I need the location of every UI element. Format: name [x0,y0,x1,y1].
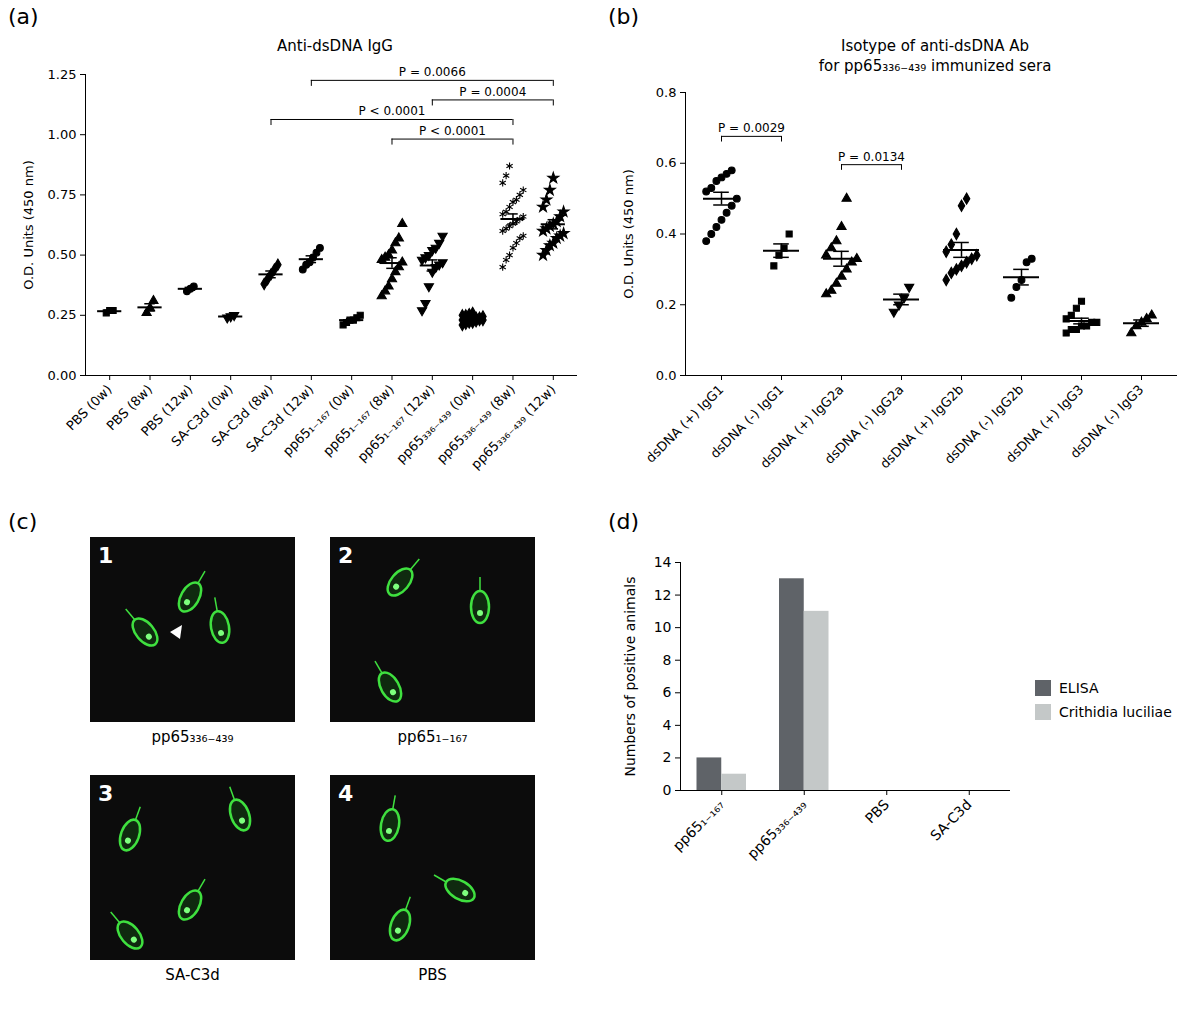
html-text:Anti-dsDNA IgG: Anti-dsDNA IgG [277,37,393,55]
svg-text:dsDNA (+) IgG1: dsDNA (+) IgG1 [642,381,727,466]
svg-text:0.25: 0.25 [48,307,77,322]
svg-text:dsDNA (-) IgG2a: dsDNA (-) IgG2a [821,381,907,467]
svg-text:PBS (8w): PBS (8w) [103,381,156,434]
svg-text:6: 6 [663,684,672,700]
svg-text:SA-C3d (0w): SA-C3d (0w) [168,381,236,450]
html-text:ELISA: ELISA [1059,680,1099,696]
svg-text:pp65₃₃₆₋₄₃₉ (8w): pp65₃₃₆₋₄₃₉ (8w) [433,381,518,467]
svg-text:0.4: 0.4 [656,226,677,241]
svg-text:pp65₁₋₁₆₇ (0w): pp65₁₋₁₆₇ (0w) [280,382,357,459]
svg-text:pp65₃₃₆₋₄₃₉ (0w): pp65₃₃₆₋₄₃₉ (0w) [393,381,478,467]
svg-text:2: 2 [663,749,672,765]
svg-text:P = 0.0029: P = 0.0029 [718,121,785,135]
svg-text:pp65₁₋₁₆₇ (12w): pp65₁₋₁₆₇ (12w) [354,381,438,465]
svg-text:3: 3 [98,781,113,806]
svg-text:SA-C3d: SA-C3d [165,966,220,984]
svg-text:SA-C3d (12w): SA-C3d (12w) [243,382,316,455]
svg-text:14: 14 [654,554,672,570]
svg-text:O.D. Units (450 nm): O.D. Units (450 nm) [621,169,636,298]
html-text:(c): (c) [8,509,38,534]
svg-text:PBS: PBS [418,966,447,984]
svg-text:dsDNA (+) IgG2b: dsDNA (+) IgG2b [877,381,967,472]
svg-text:0.0: 0.0 [656,368,677,383]
svg-text:0.8: 0.8 [656,85,677,100]
svg-text:PBS (12w): PBS (12w) [138,381,196,440]
svg-text:Numbers of positive animals: Numbers of positive animals [622,576,638,776]
svg-text:1.25: 1.25 [48,67,77,82]
svg-text:P = 0.0004: P = 0.0004 [459,85,526,99]
svg-text:pp65₃₃₆₋₄₃₉: pp65₃₃₆₋₄₃₉ [151,728,233,746]
svg-text:dsDNA (-) IgG2b: dsDNA (-) IgG2b [941,381,1027,467]
svg-text:pp65₁₋₁₆₇: pp65₁₋₁₆₇ [397,728,467,746]
svg-text:SA-C3d: SA-C3d [927,796,974,843]
html-text:Crithidia luciliae: Crithidia luciliae [1059,704,1172,720]
svg-text:pp65₃₃₆₋₄₃₉: pp65₃₃₆₋₄₃₉ [744,796,810,862]
html-text:(a): (a) [8,4,39,29]
svg-text:1.00: 1.00 [48,127,77,142]
svg-text:PBS (0w): PBS (0w) [63,381,115,434]
svg-text:8: 8 [663,652,672,668]
html-text:Isotype of anti-dsDNA Ab for p: Isotype of anti-dsDNA Ab for pp65₃₃₆₋₄₃₉… [818,37,1052,75]
svg-text:0.6: 0.6 [656,155,677,170]
svg-text:0.50: 0.50 [48,247,77,262]
svg-text:P = 0.0134: P = 0.0134 [838,150,905,164]
svg-text:pp65₃₃₆₋₄₃₉ (12w): pp65₃₃₆₋₄₃₉ (12w) [468,382,558,472]
svg-text:PBS: PBS [862,796,892,826]
svg-text:dsDNA (-) IgG1: dsDNA (-) IgG1 [707,381,787,462]
svg-text:12: 12 [654,587,672,603]
svg-text:0.00: 0.00 [48,368,77,383]
svg-text:SA-C3d (8w): SA-C3d (8w) [208,381,277,450]
svg-text:O.D. Units (450 nm): O.D. Units (450 nm) [21,160,36,289]
svg-text:0: 0 [663,782,672,798]
svg-text:P = 0.0066: P = 0.0066 [399,65,466,79]
svg-text:pp65₁₋₁₆₇: pp65₁₋₁₆₇ [669,796,727,854]
svg-text:dsDNA (+) IgG3: dsDNA (+) IgG3 [1002,381,1087,466]
svg-text:0.75: 0.75 [48,187,77,202]
svg-text:2: 2 [338,543,353,568]
svg-text:dsDNA (-) IgG3: dsDNA (-) IgG3 [1067,382,1146,461]
svg-text:pp65₁₋₁₆₇ (8w): pp65₁₋₁₆₇ (8w) [320,382,397,459]
svg-text:4: 4 [338,781,353,806]
svg-text:P < 0.0001: P < 0.0001 [419,124,486,138]
html-text:(d): (d) [608,509,640,534]
svg-text:10: 10 [654,619,672,635]
svg-text:4: 4 [663,717,672,733]
svg-text:P < 0.0001: P < 0.0001 [359,104,426,118]
html-text:(b): (b) [608,4,640,29]
svg-text:0.2: 0.2 [656,297,677,312]
svg-text:dsDNA (+) IgG2a: dsDNA (+) IgG2a [757,381,847,472]
svg-text:1: 1 [98,543,113,568]
